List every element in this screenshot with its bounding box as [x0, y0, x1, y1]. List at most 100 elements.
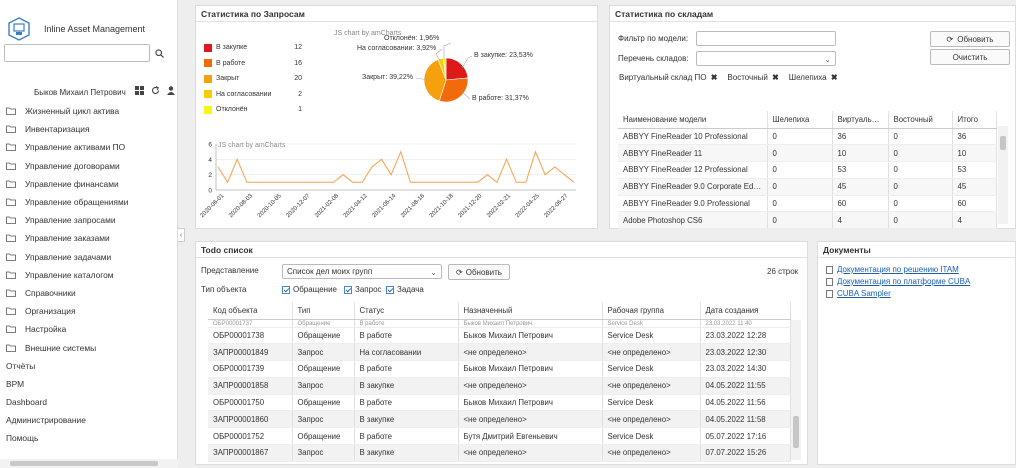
doc-link-itam[interactable]: Документация по решению ITAM [826, 265, 959, 274]
table-row[interactable]: ABBYY FineReader 11 0 10 0 10 [618, 144, 997, 163]
x-tick-label: 2020-12-07 [285, 193, 311, 219]
view-select[interactable]: Список дел моих групп ⌄ [282, 264, 442, 279]
pie-label-purchase: В закупке: 23,53% [474, 52, 533, 59]
tag-virtual: Виртуальный склад ПО ✖ [619, 73, 717, 82]
chart-credit[interactable]: JS chart by amCharts [334, 30, 402, 37]
sidebar-top-item[interactable]: Отчёты [0, 357, 178, 375]
menu-search-input[interactable] [4, 44, 150, 62]
warehouse-clear-button[interactable]: Очистить [930, 49, 1010, 65]
column-header[interactable]: Дата создания [700, 302, 791, 320]
remove-tag-icon[interactable]: ✖ [710, 73, 718, 82]
column-header[interactable]: Виртуальный ск [832, 111, 889, 129]
scrollbar-thumb[interactable] [10, 461, 158, 466]
sidebar-item[interactable]: Управление запросами [0, 211, 178, 229]
filter-appeal-checkbox[interactable]: Обращение [282, 285, 337, 294]
legend-item[interactable]: В закупке 12 [204, 40, 304, 56]
todo-table-scrollbar[interactable] [791, 320, 801, 460]
column-header[interactable]: Назначенный [458, 302, 603, 320]
todo-refresh-button[interactable]: ⟳ Обновить [448, 264, 510, 280]
table-cell: В работе [354, 427, 459, 446]
table-cell: 0 [767, 178, 833, 196]
sidebar-item[interactable]: Управление активами ПО [0, 138, 178, 156]
sidebar-item[interactable]: Справочники [0, 284, 178, 302]
table-row[interactable]: ОБР00001750 Обращение В работе Быков Михаил… [208, 394, 791, 412]
filter-request-checkbox[interactable]: Запрос [344, 285, 382, 294]
table-row[interactable]: Adobe Photoshop CS6 0 4 0 4 [618, 211, 997, 230]
legend-value: 1 [298, 106, 302, 114]
sidebar-top-item[interactable]: BPM [0, 375, 178, 393]
sidebar-item[interactable]: Управление задачами [0, 248, 178, 266]
table-row[interactable]: ОБР00001738 Обращение В работе Быков Михаил… [208, 327, 791, 345]
sidebar-item[interactable]: Управление обращениями [0, 193, 178, 211]
sidebar-item[interactable]: Управление заказами [0, 229, 178, 247]
object-type-label: Тип объекта [201, 285, 247, 294]
column-header[interactable]: Шелепиха [767, 111, 833, 129]
legend-item[interactable]: В работе 16 [204, 56, 304, 72]
model-filter-input[interactable] [696, 31, 836, 46]
refresh-icon[interactable] [151, 86, 160, 95]
sidebar-top-item[interactable]: Помощь [0, 429, 178, 447]
sidebar-item[interactable]: Инвентаризация [0, 120, 178, 138]
warehouse-table-scrollbar[interactable] [998, 126, 1008, 224]
sidebar-item-label: Инвентаризация [25, 124, 90, 135]
warehouse-refresh-button[interactable]: ⟳ Обновить [930, 31, 1010, 47]
table-row[interactable]: ЗАПР00001860 Запрос В закупке <не определен… [208, 410, 791, 429]
pie-label-rejected: Отклонён: 1,96% [384, 35, 440, 42]
table-row[interactable]: ABBYY FineReader 9.0 Professional 0 60 0 60 [618, 195, 997, 213]
doc-link-cuba[interactable]: Документация по платформе CUBA [826, 277, 970, 286]
table-row[interactable]: ЗАПР00001867 Запрос В закупке <не определен… [208, 444, 791, 462]
sidebar-collapse-button[interactable]: ‹ [178, 228, 185, 242]
scrollbar-thumb[interactable] [793, 416, 799, 448]
column-header[interactable]: Тип [292, 302, 355, 320]
column-header[interactable]: Статус [354, 302, 459, 320]
remove-tag-icon[interactable]: ✖ [772, 73, 779, 82]
folder-icon [6, 289, 16, 297]
legend-item[interactable]: На согласовании 2 [204, 87, 304, 103]
column-header[interactable]: Восточный [888, 111, 953, 129]
line-chart-credit[interactable]: JS chart by amCharts [218, 142, 286, 149]
column-header[interactable]: Итого [952, 111, 997, 129]
pie-slice[interactable] [438, 77, 469, 103]
sidebar-item-label: Справочники [25, 287, 76, 298]
checkbox-box [282, 285, 290, 294]
pie-label-inwork: В работе: 31,37% [472, 95, 529, 102]
scrollbar-thumb[interactable] [1000, 136, 1006, 150]
table-row[interactable]: ОБР00001737 Обращение В работе Быков Михаил… [208, 319, 791, 328]
remove-tag-icon[interactable]: ✖ [830, 73, 838, 82]
sidebar-item[interactable]: Управление каталогом [0, 266, 178, 284]
table-row[interactable]: ОБР00001752 Обращение В работе Бутя Дмитрий… [208, 427, 791, 446]
user-icon[interactable] [167, 86, 175, 95]
table-row[interactable]: ABBYY FineReader 12 Professional 0 53 0 53 [618, 161, 997, 179]
column-header[interactable]: Код объекта [208, 302, 293, 320]
sidebar-horizontal-scrollbar[interactable] [0, 459, 178, 468]
warehouses-label: Перечень складов: [618, 54, 689, 63]
sidebar-item[interactable]: Организация [0, 302, 178, 320]
doc-link-sampler[interactable]: CUBA Sampler [826, 289, 891, 298]
legend-item[interactable]: Закрыт 20 [204, 71, 304, 87]
column-header[interactable]: Наименование модели [618, 111, 768, 129]
user-name[interactable]: Быков Михаил Петрович [34, 87, 126, 97]
table-row[interactable]: ABBYY FineReader 10 Professional 0 36 0 36 [618, 128, 997, 146]
pie-slice[interactable] [423, 59, 447, 102]
sidebar-item[interactable]: Жизненный цикл актива [0, 102, 178, 120]
sidebar-item[interactable]: Внешние системы [0, 338, 178, 356]
filter-task-checkbox[interactable]: Задача [386, 285, 424, 294]
table-row[interactable]: ЗАПР00001858 Запрос В закупке <не определен… [208, 377, 791, 395]
tag-label: Шелепиха [788, 73, 827, 82]
sidebar-top-item[interactable]: Dashboard [0, 393, 178, 411]
column-header[interactable]: Рабочая группа [602, 302, 701, 320]
sidebar-item[interactable]: Настройка [0, 320, 178, 338]
warehouses-select[interactable]: ⌄ [696, 51, 836, 66]
grid-icon[interactable] [135, 86, 144, 95]
legend-item[interactable]: Отклонён 1 [204, 102, 304, 118]
sidebar-top-item[interactable]: Администрирование [0, 411, 178, 429]
sidebar-item[interactable]: Управление финансами [0, 175, 178, 193]
requests-pie-chart [423, 57, 469, 103]
table-row[interactable]: ABBYY FineReader 9.0 Corporate Edition 0 4… [618, 178, 997, 196]
pie-slice[interactable] [445, 57, 469, 81]
line-series[interactable] [217, 150, 575, 184]
search-icon[interactable] [152, 44, 166, 62]
sidebar-item[interactable]: Управление договорами [0, 157, 178, 175]
table-row[interactable]: ЗАПР00001849 Запрос На согласовании <не опр… [208, 343, 791, 362]
table-row[interactable]: ОБР00001739 Обращение В работе Быков Михаил… [208, 360, 791, 378]
